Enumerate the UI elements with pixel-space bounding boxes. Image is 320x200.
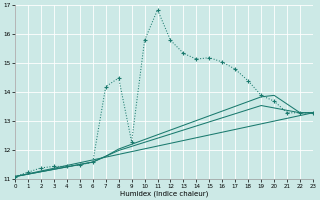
X-axis label: Humidex (Indice chaleur): Humidex (Indice chaleur)	[120, 190, 208, 197]
